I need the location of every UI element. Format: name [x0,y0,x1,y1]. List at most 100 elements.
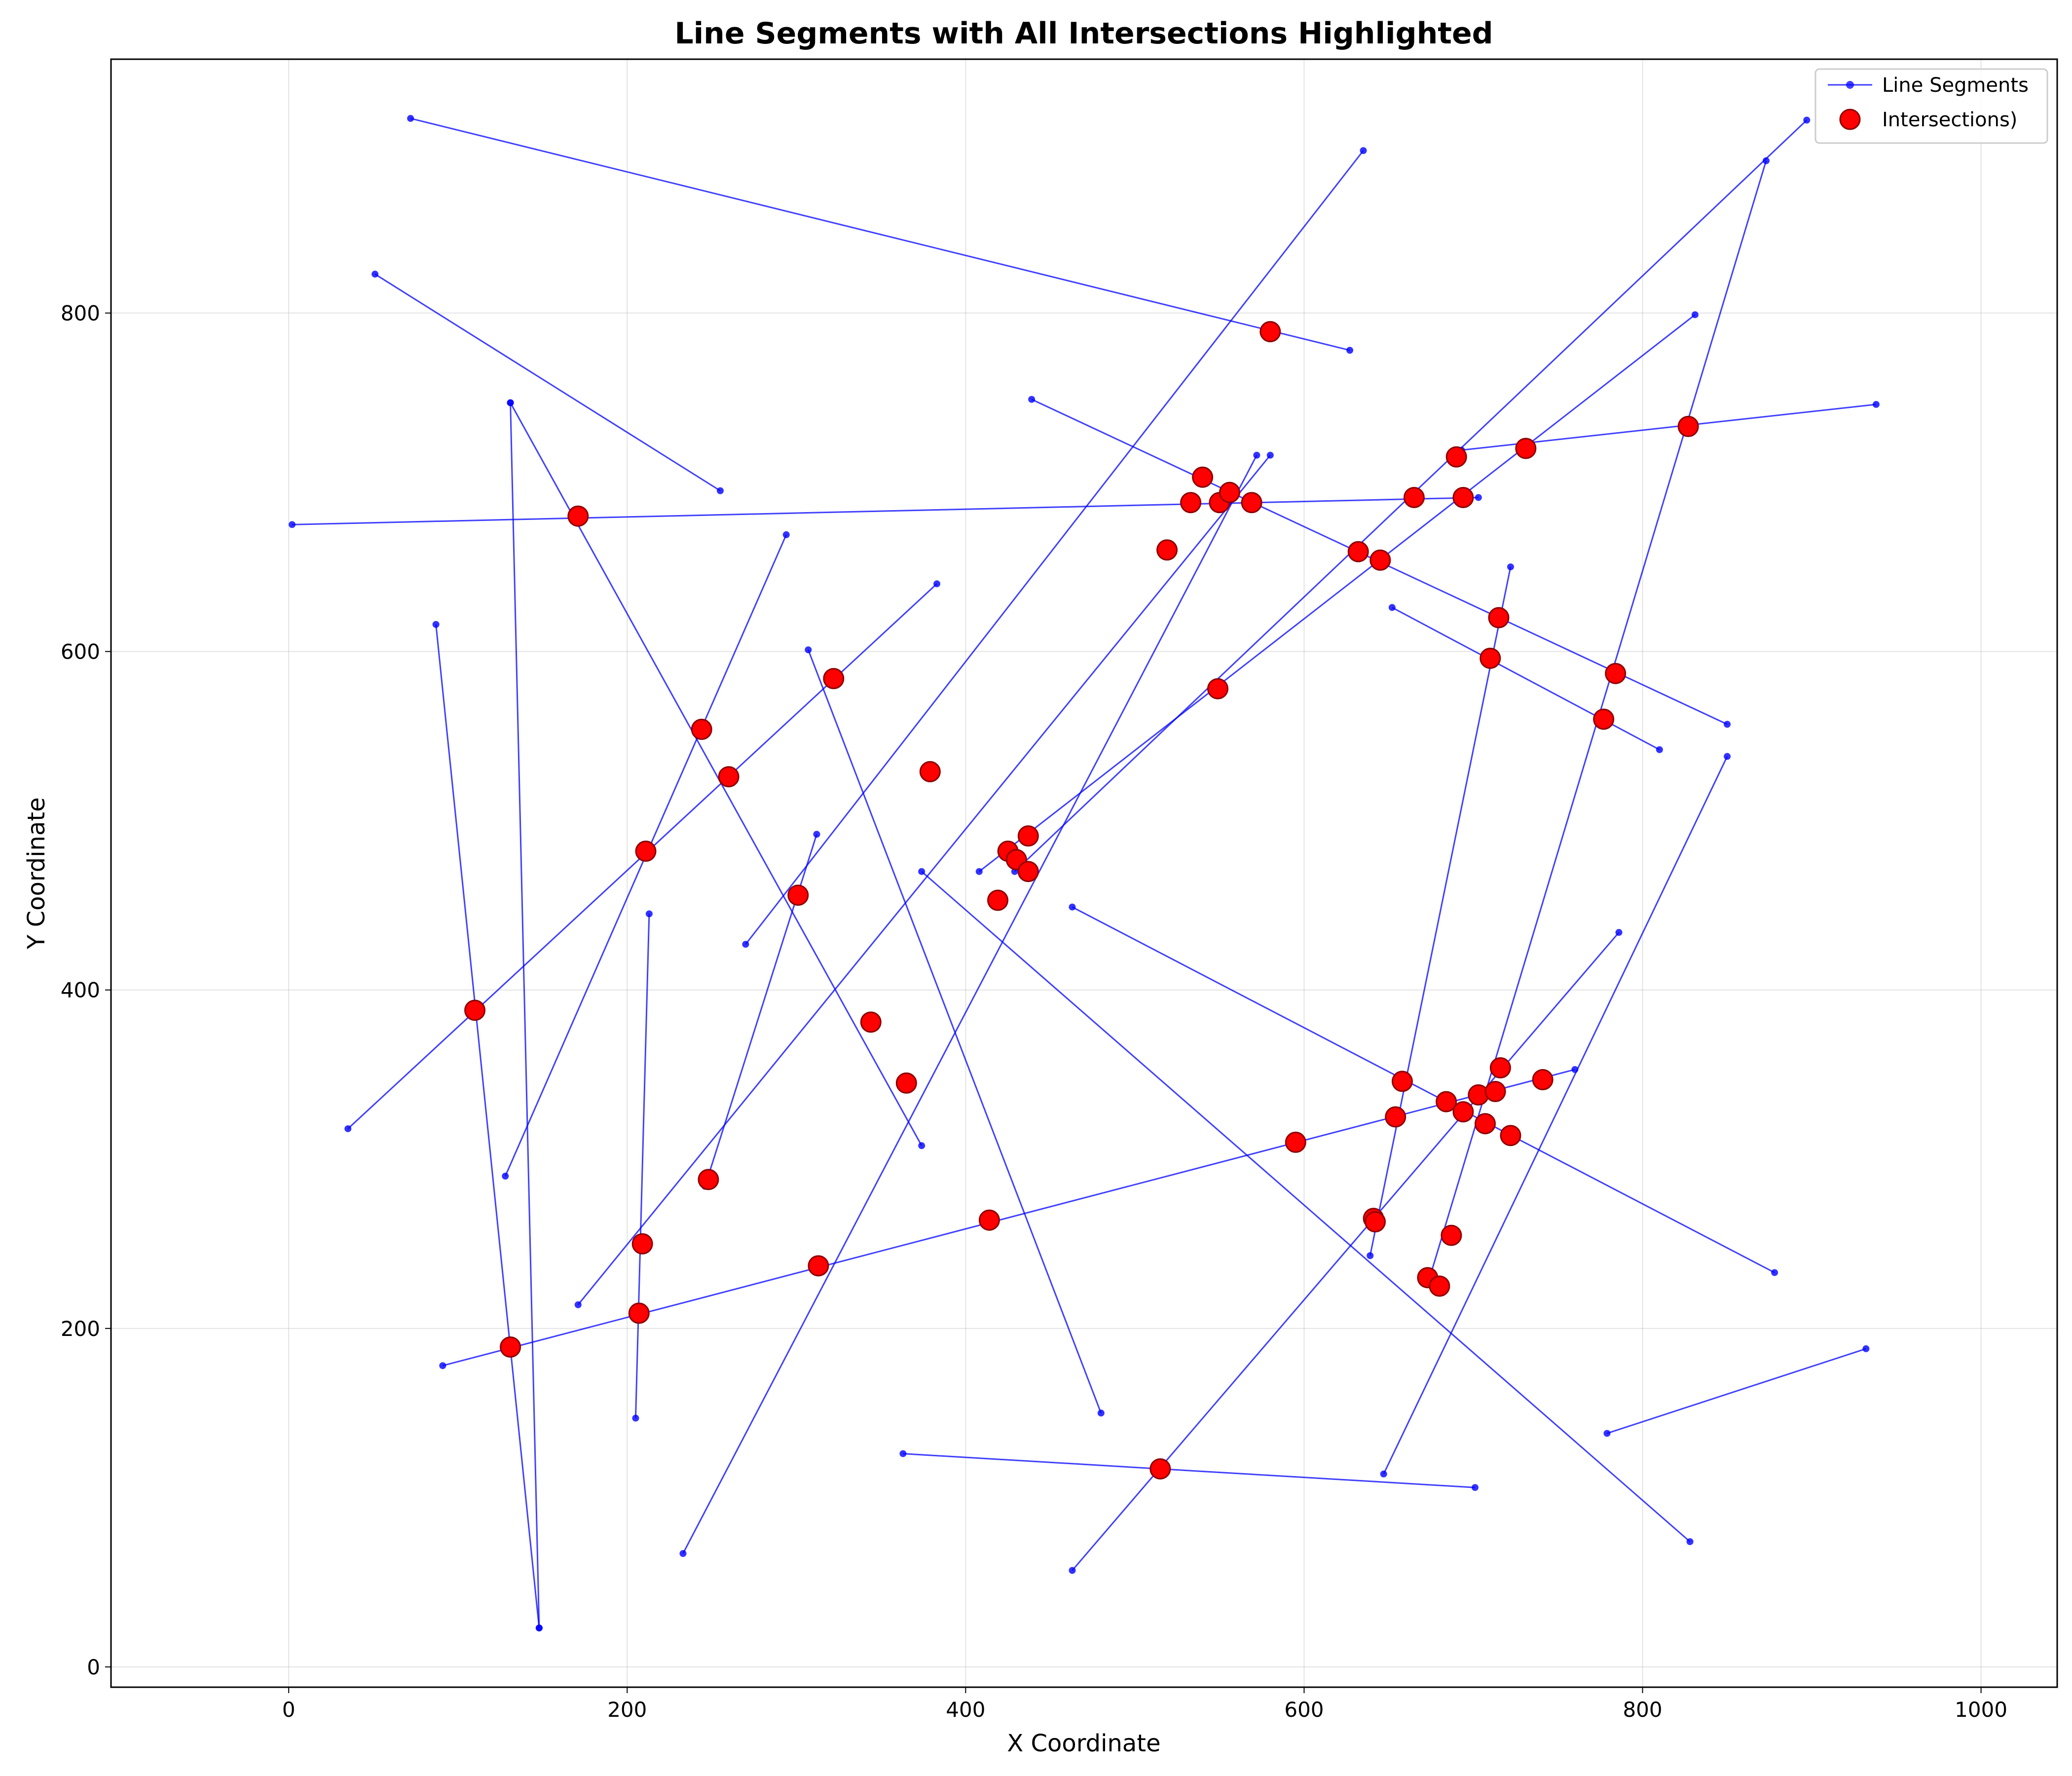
y-tick-label: 0 [87,1655,100,1679]
intersection-point [860,1011,882,1033]
segment-endpoint [1253,451,1260,459]
chart-title: Line Segments with All Intersections Hig… [674,16,1493,51]
segment-endpoint [344,1125,352,1132]
segment-endpoint [1367,1252,1374,1259]
segment-endpoint [1872,401,1880,408]
intersection-point [1436,1091,1457,1112]
legend-label-segments: Line Segments [1882,74,2029,97]
segment-endpoint [918,868,925,875]
line-segment [1369,566,1512,1256]
plot-frame [110,58,2058,1688]
segment-endpoint [933,580,941,588]
line-segment [292,496,1479,525]
legend-box [1814,68,2048,144]
intersection-point [1500,1125,1521,1147]
x-tick-label: 800 [1623,1698,1662,1722]
segment-endpoint [502,1173,509,1180]
intersection-point [1156,539,1178,561]
intersection-point [1149,1458,1171,1480]
legend-line-dot-swatch [1846,81,1854,89]
legend: Line Segments Intersections) [1814,68,2048,144]
legend-label-intersections: Intersections) [1882,109,2017,131]
x-tick-label: 400 [946,1698,985,1722]
intersection-point [1192,466,1214,488]
line-segment [510,403,540,1628]
segment-endpoint [1471,1484,1479,1491]
x-tick-label: 1000 [1955,1698,2007,1722]
intersection-point [1488,607,1510,629]
intersection-point [1403,486,1425,508]
segment-endpoint [1360,147,1367,154]
segment-endpoint [1069,1567,1076,1574]
intersection-point [987,889,1009,911]
intersection-point [1369,549,1391,571]
segment-endpoint [645,910,653,918]
segment-endpoint [432,621,440,628]
intersection-point [1475,1113,1496,1135]
intersection-point [718,766,740,787]
intersection-point [1605,663,1627,684]
line-segment [374,273,721,492]
segment-endpoint [1803,116,1811,124]
segment-endpoint [805,646,812,654]
segment-endpoint [535,1624,543,1631]
y-tick-label: 200 [61,1317,100,1341]
line-segment [435,624,540,1628]
segment-endpoint [1862,1345,1870,1352]
intersection-point [635,840,657,862]
segment-endpoint [1615,929,1623,936]
segment-endpoint [975,868,983,875]
segment-endpoint [1380,1470,1387,1478]
intersection-point [895,1072,917,1094]
intersection-point [919,761,941,782]
intersection-point [1365,1211,1386,1233]
segment-endpoint [574,1301,582,1308]
line-segment [1392,607,1660,750]
line-segment [1383,756,1728,1475]
intersection-point [628,1302,650,1324]
segment-endpoint [371,270,379,278]
intersection-point [1180,492,1202,514]
line-segment [634,914,650,1418]
intersection-point [1480,647,1501,669]
intersection-point [500,1336,521,1358]
line-segment [903,1453,1476,1488]
line-segment [1072,906,1775,1273]
segment-endpoint [1097,1409,1105,1417]
y-axis-label: Y Coordinate [23,797,50,950]
line-segment [978,314,1696,872]
line-segment [682,455,1258,1554]
intersection-point [1285,1131,1306,1153]
x-tick-label: 600 [1284,1698,1324,1722]
segment-endpoint [1475,494,1482,501]
intersection-points-layer [464,321,1699,1480]
line-segment [1607,1348,1866,1434]
segment-endpoint [1724,753,1731,760]
segment-endpoint [1762,157,1770,164]
segment-endpoint [1507,563,1514,571]
segment-endpoint [1603,1430,1611,1437]
intersection-point [691,718,712,740]
intersection-point [1445,446,1467,468]
y-tick-label: 800 [61,301,100,326]
line-segment [577,454,1271,1305]
segment-endpoint [1724,721,1731,728]
intersection-point [1452,1101,1474,1123]
segment-endpoint [716,487,724,494]
intersection-point [1391,1071,1413,1092]
segment-endpoint [439,1362,446,1369]
intersection-point [1441,1224,1462,1246]
intersection-point [1489,1057,1511,1078]
x-tick-label: 0 [282,1698,296,1722]
intersection-point [823,668,845,690]
intersection-point [1259,321,1281,342]
segment-endpoint [632,1414,639,1422]
intersection-point [1532,1069,1554,1091]
x-tick-label: 200 [607,1698,647,1722]
segment-endpoint [1686,1538,1694,1545]
segment-endpoint [1388,604,1396,611]
y-tick-label: 600 [61,640,100,664]
intersection-point [698,1169,719,1190]
segment-endpoint [1691,311,1699,318]
